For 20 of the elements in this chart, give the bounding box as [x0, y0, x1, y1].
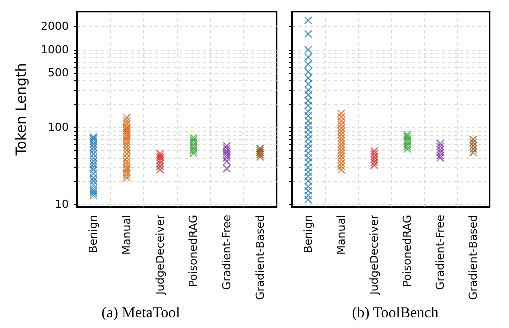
- text: (a) MetaTool: [102, 306, 180, 322]
- x-tick-label: JudgeDeceiver: [368, 214, 381, 296]
- y-tick-label: 100: [48, 120, 69, 134]
- y-tick-label: 500: [48, 66, 69, 80]
- x-tick-label: Gradient-Based: [254, 215, 267, 300]
- x-tick-label: Benign: [87, 214, 100, 254]
- text: (b) ToolBench: [352, 306, 440, 322]
- x-tick-label: PoisonedRAG: [401, 215, 414, 288]
- y-tick-label: 2000: [41, 20, 69, 34]
- x-tick-label: PoisonedRAG: [187, 215, 200, 288]
- x-tick-label: Gradient-Free: [434, 214, 447, 290]
- x-tick-label: Manual: [120, 215, 134, 255]
- x-tick-label: Benign: [302, 214, 315, 254]
- x-tick-label: JudgeDeceiver: [154, 214, 167, 296]
- y-tick-label: 10: [55, 198, 69, 212]
- y-axis-title: Token Length: [14, 63, 30, 157]
- x-tick-label: Gradient-Free: [220, 214, 234, 290]
- y-tick-label: 1000: [41, 43, 69, 56]
- x-tick-label: Manual: [335, 215, 348, 255]
- x-tick-label: Gradient-Based: [467, 215, 480, 300]
